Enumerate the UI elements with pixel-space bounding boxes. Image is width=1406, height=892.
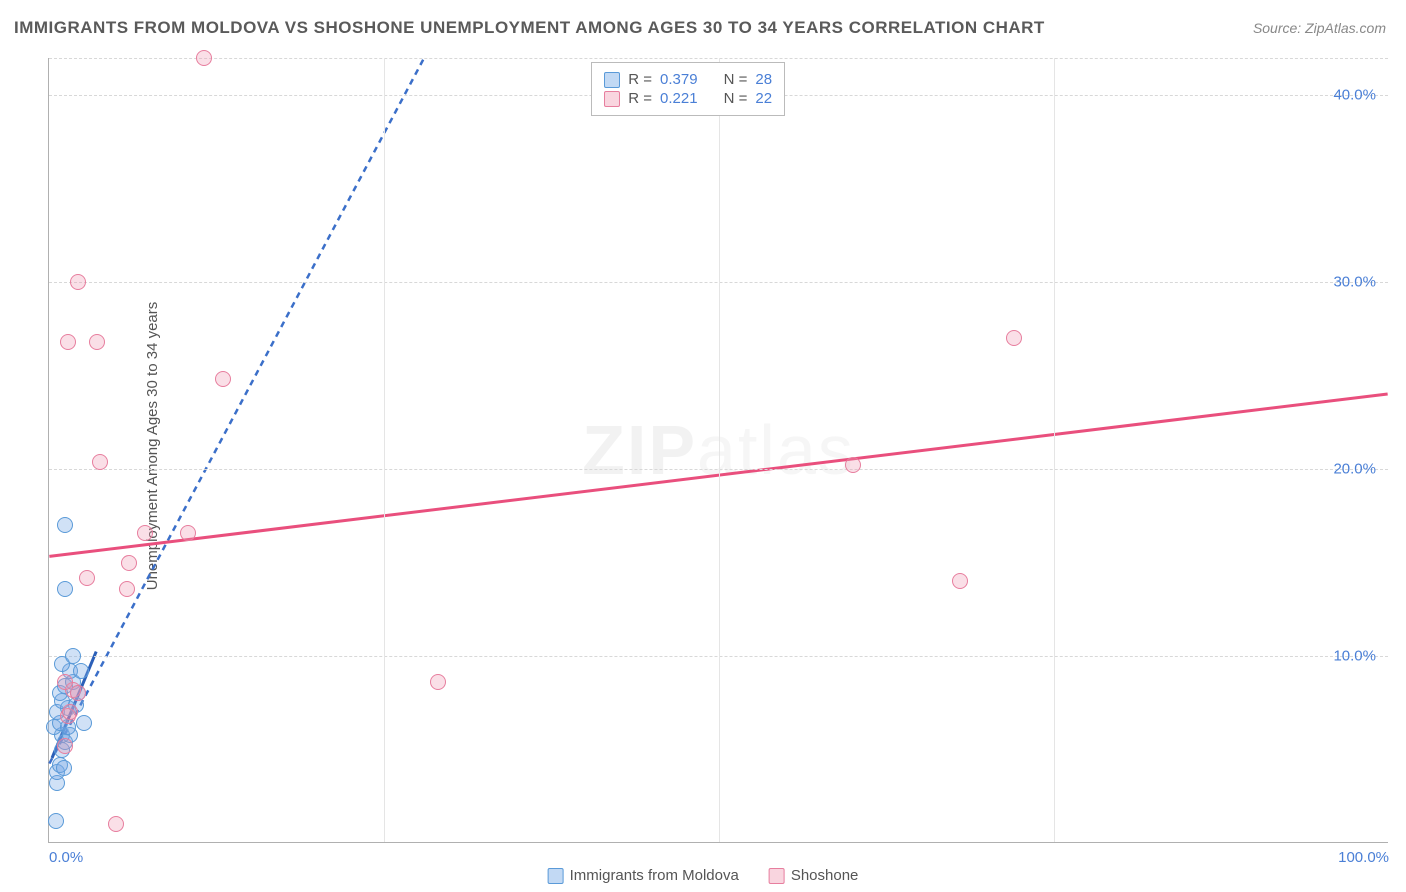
data-point-pink: [180, 525, 196, 541]
swatch-pink-icon: [769, 868, 785, 884]
stat-r-value: 0.221: [660, 90, 698, 107]
data-point-pink: [845, 457, 861, 473]
swatch-blue-icon: [548, 868, 564, 884]
data-point-blue: [76, 715, 92, 731]
y-tick-label: 40.0%: [1333, 87, 1376, 104]
stat-n-label: N =: [724, 71, 748, 88]
legend-stats-box: R = 0.379 N = 28 R = 0.221 N = 22: [591, 62, 785, 116]
stat-n-value: 22: [755, 90, 772, 107]
data-point-pink: [89, 334, 105, 350]
y-tick-label: 10.0%: [1333, 648, 1376, 665]
data-point-pink: [62, 704, 78, 720]
data-point-pink: [952, 573, 968, 589]
data-point-pink: [215, 371, 231, 387]
y-tick-label: 20.0%: [1333, 461, 1376, 478]
watermark-light: atlas: [697, 411, 855, 489]
legend-label: Immigrants from Moldova: [570, 867, 739, 884]
legend-item-blue: Immigrants from Moldova: [548, 867, 739, 884]
data-point-pink: [430, 674, 446, 690]
data-point-pink: [108, 816, 124, 832]
data-point-pink: [92, 454, 108, 470]
data-point-blue: [56, 760, 72, 776]
data-point-pink: [119, 581, 135, 597]
trend-line-blue: [49, 58, 424, 764]
stat-n-label: N =: [724, 90, 748, 107]
swatch-pink-icon: [604, 91, 620, 107]
data-point-pink: [60, 334, 76, 350]
data-point-pink: [121, 555, 137, 571]
legend-stats-row: R = 0.221 N = 22: [604, 90, 772, 107]
source-attribution: Source: ZipAtlas.com: [1253, 20, 1386, 36]
data-point-pink: [196, 50, 212, 66]
watermark-bold: ZIP: [582, 411, 697, 489]
data-point-pink: [57, 674, 73, 690]
data-point-blue: [48, 813, 64, 829]
data-point-pink: [1006, 330, 1022, 346]
legend-label: Shoshone: [791, 867, 859, 884]
swatch-blue-icon: [604, 72, 620, 88]
bottom-legend: Immigrants from Moldova Shoshone: [548, 867, 859, 884]
x-tick-label: 100.0%: [1338, 849, 1389, 866]
gridline-v: [1054, 58, 1055, 842]
scatter-plot-area: ZIPatlas R = 0.379 N = 28 R = 0.221 N = 22 10.0…: [48, 58, 1388, 843]
legend-stats-row: R = 0.379 N = 28: [604, 71, 772, 88]
stat-r-label: R =: [628, 90, 652, 107]
gridline-v: [384, 58, 385, 842]
x-tick-label: 0.0%: [49, 849, 83, 866]
y-tick-label: 30.0%: [1333, 274, 1376, 291]
data-point-pink: [70, 274, 86, 290]
data-point-pink: [70, 685, 86, 701]
stat-r-value: 0.379: [660, 71, 698, 88]
data-point-blue: [57, 517, 73, 533]
gridline-v: [719, 58, 720, 842]
data-point-blue: [65, 648, 81, 664]
stat-r-label: R =: [628, 71, 652, 88]
chart-title: IMMIGRANTS FROM MOLDOVA VS SHOSHONE UNEM…: [14, 18, 1045, 38]
data-point-pink: [137, 525, 153, 541]
legend-item-pink: Shoshone: [769, 867, 859, 884]
stat-n-value: 28: [755, 71, 772, 88]
data-point-blue: [73, 663, 89, 679]
data-point-pink: [57, 738, 73, 754]
data-point-pink: [79, 570, 95, 586]
data-point-blue: [57, 581, 73, 597]
